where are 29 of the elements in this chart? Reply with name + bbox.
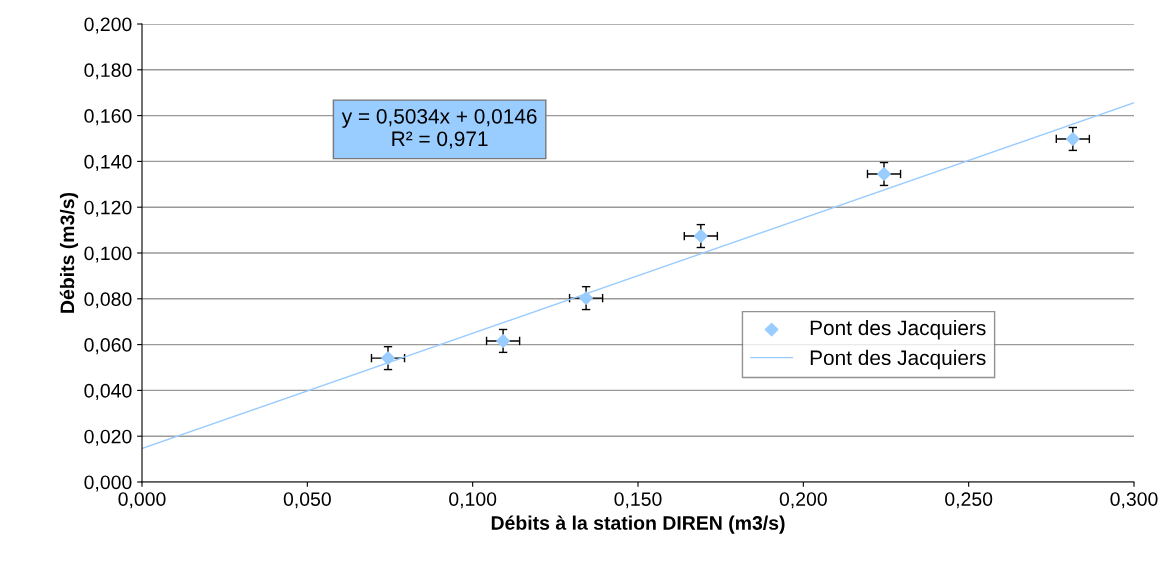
- point: [381, 351, 395, 366]
- x-tick-label: 0,050: [283, 492, 331, 509]
- legend-label: Pont des Jacquiers: [810, 319, 986, 340]
- y-tick-label: 0,000: [84, 475, 132, 492]
- y-tick-label: 0,200: [84, 17, 132, 34]
- y-tick-label: 0,160: [84, 109, 132, 126]
- y-tick-label: 0,020: [84, 429, 132, 446]
- point: [496, 334, 510, 348]
- y-tick-label: 0,060: [84, 338, 132, 355]
- y-tick-label: 0,140: [84, 154, 132, 171]
- x-tick-label: 0,300: [1110, 492, 1158, 509]
- x-tick-label: 0,200: [779, 492, 827, 509]
- point: [877, 167, 891, 181]
- y-tick-label: 0,080: [84, 292, 132, 309]
- y-axis-title: Débits (m3/s): [59, 192, 79, 313]
- x-tick-label: 0,250: [945, 492, 993, 509]
- y-tick-label: 0,120: [84, 200, 132, 217]
- x-tick-label: 0,150: [614, 492, 662, 509]
- x-axis-title: Débits à la station DIREN (m3/s): [491, 515, 785, 534]
- y-tick-label: 0,180: [84, 63, 132, 80]
- y-tick-label: 0,100: [84, 246, 132, 263]
- legend-label: Pont des Jacquiers: [810, 349, 986, 370]
- annotation: y = 0,5034x + 0,0146 R² = 0,971: [341, 108, 537, 149]
- point: [693, 229, 708, 243]
- point: [579, 291, 593, 306]
- x-tick-label: 0,000: [118, 492, 166, 509]
- point: [1065, 132, 1080, 146]
- x-tick-label: 0,100: [449, 492, 497, 509]
- y-tick-label: 0,040: [84, 383, 132, 400]
